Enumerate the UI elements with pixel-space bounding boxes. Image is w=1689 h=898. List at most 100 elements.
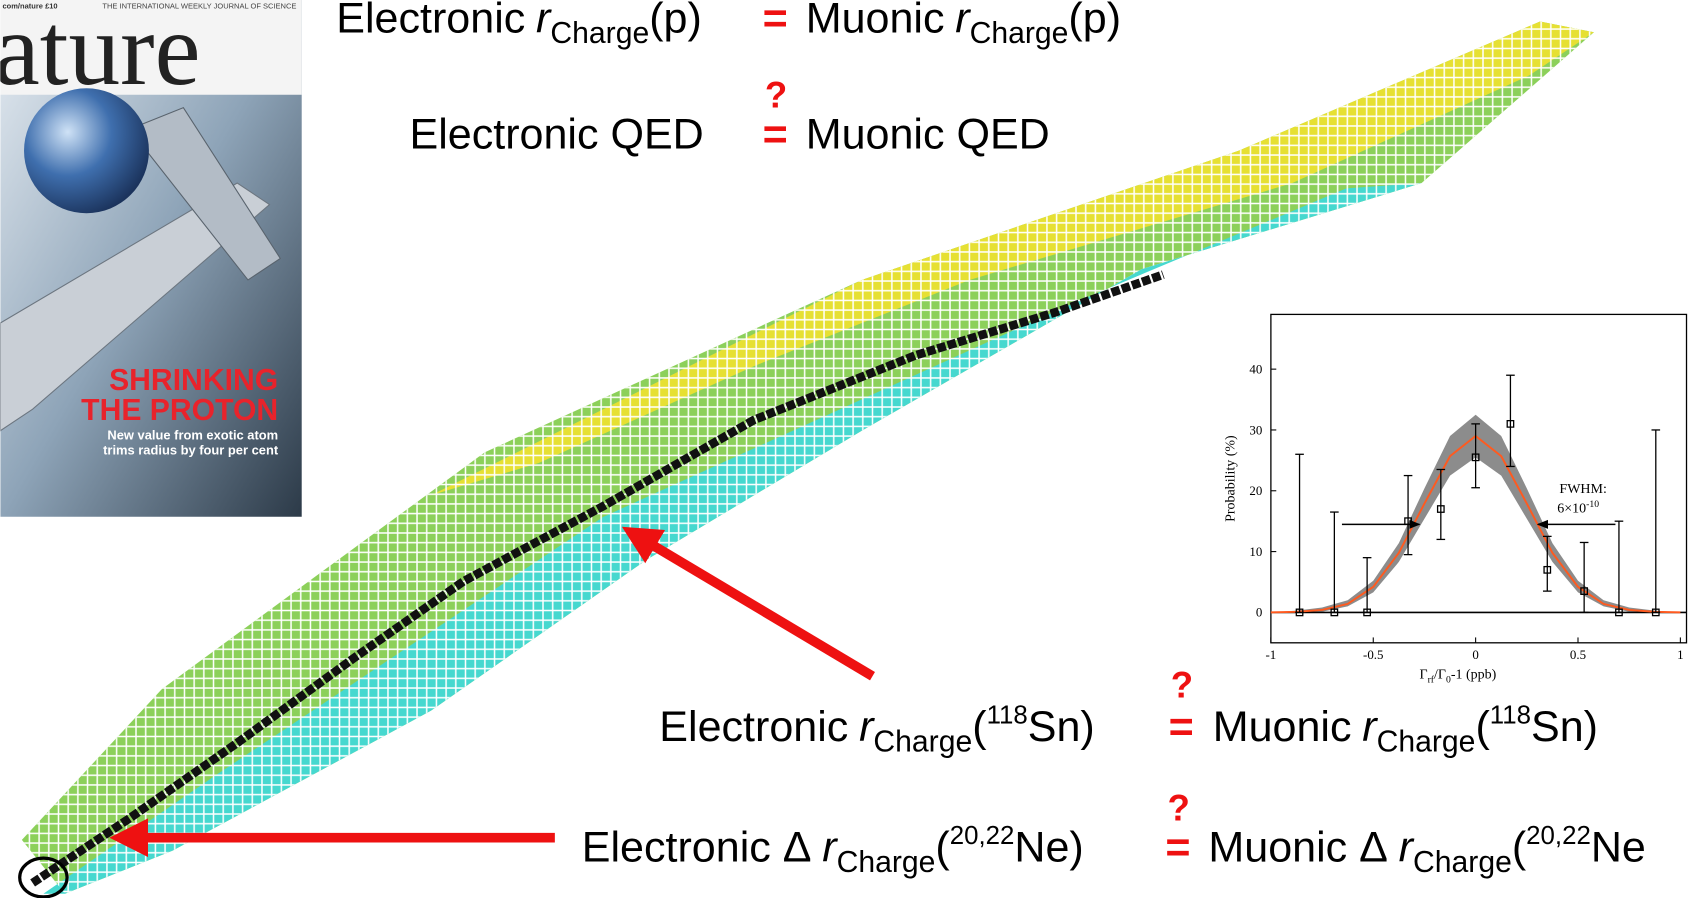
red-arrow: [621, 526, 875, 681]
equation-word: Electronic Δ: [582, 823, 812, 871]
equation-word: (p): [1068, 0, 1121, 42]
stability-line: [30, 270, 1165, 887]
equation-symbol: Charge: [970, 17, 1069, 50]
sphere: [24, 88, 149, 214]
equals-sign: =: [1165, 823, 1190, 871]
equals-sign: =: [763, 111, 788, 159]
cover-masthead: ature: [0, 0, 200, 107]
equation-word: Electronic QED: [409, 111, 703, 159]
cover-tagline: THE INTERNATIONAL WEEKLY JOURNAL OF SCIE…: [102, 2, 296, 11]
cover-subhead: trims radius by four per cent: [103, 442, 279, 457]
equation-word: Ne: [1591, 823, 1646, 871]
data-point: [1615, 608, 1623, 617]
annotation: 6×10-10: [1557, 499, 1599, 516]
equation-word: Sn): [1531, 703, 1598, 751]
y-axis-label: Probability (%): [1223, 435, 1238, 522]
equation-text: Electronic rCharge(p): [336, 0, 702, 50]
annotation-exponent: -10: [1586, 499, 1599, 510]
equation-symbol: Charge: [550, 17, 649, 50]
data-point: [1363, 608, 1371, 617]
equation-text: Electronic rCharge(118Sn): [659, 702, 1094, 759]
equation-symbol: Charge: [1413, 846, 1512, 879]
y-tick-label: 20: [1249, 483, 1262, 498]
cover-price: com/nature £10: [2, 2, 57, 11]
equation-word: Sn): [1028, 703, 1095, 751]
equation-word: Muonic: [1213, 703, 1352, 751]
data-point: [1543, 565, 1552, 574]
x-tick-label: -0.5: [1363, 647, 1383, 662]
nuclide-tiles: [21, 21, 1594, 894]
equations: Electronic rCharge(p) Muonic rCharge(p)=Ele…: [336, 0, 1646, 879]
equation-word: Electronic: [336, 0, 525, 42]
y-tick-label: 0: [1256, 605, 1262, 620]
x-tick-label: 0.5: [1570, 647, 1586, 662]
equation-symbol: 20,22: [950, 822, 1015, 850]
equation-symbol: r: [1362, 703, 1378, 751]
question-mark: ?: [765, 75, 787, 116]
nuclide-chart: [18, 21, 1594, 898]
data-point: [1295, 608, 1304, 617]
equation-symbol: 20,22: [1526, 822, 1591, 850]
equation-symbol: Charge: [873, 726, 972, 759]
equals-sign: =: [1169, 703, 1194, 751]
plot-frame: [1270, 313, 1688, 644]
data-point: [1471, 453, 1480, 462]
equation-symbol: r: [859, 703, 875, 751]
equation-symbol: r: [536, 0, 552, 42]
x-axis-label-part: Γ: [1419, 667, 1427, 682]
equation-word: (: [1475, 703, 1490, 751]
annotation-part: 6×10: [1557, 502, 1586, 517]
data-point: [1580, 587, 1589, 595]
equation-word: (: [972, 703, 987, 751]
y-tick-label: 10: [1249, 544, 1262, 559]
x-axis-label: Γrf/Γ0-1 (ppb): [1419, 667, 1496, 685]
equation-text: Muonic rCharge(118Sn): [1213, 702, 1598, 759]
equation-word: Ne): [1014, 823, 1083, 871]
equation-word: (p): [649, 0, 702, 42]
inset-chart: 0 10 20 30 40 -1 -0.5 0 0.5 1 FWHM: 6×10-10 Probabil…: [1223, 313, 1688, 686]
equation-word: Muonic: [806, 0, 945, 42]
caliper-jaw: [128, 107, 282, 281]
equation-word: Muonic QED: [806, 111, 1050, 159]
equation-symbol: 118: [987, 702, 1028, 730]
equation-symbol: 118: [1490, 702, 1531, 730]
cover-subhead: New value from exotic atom: [107, 427, 278, 442]
circle-marker: [18, 856, 69, 898]
y-tick-label: 30: [1249, 422, 1262, 437]
equation-text: Muonic QED: [806, 111, 1050, 159]
equation-symbol: r: [822, 823, 838, 871]
x-tick-label: -1: [1266, 647, 1277, 662]
magazine-cover: com/nature £10 THE INTERNATIONAL WEEKLY …: [0, 0, 302, 517]
x-axis-label-part: -1 (ppb): [1451, 667, 1497, 682]
equation-symbol: Charge: [1377, 726, 1476, 759]
data-point: [1330, 608, 1339, 617]
equation-symbol: r: [1399, 823, 1415, 871]
masthead-band: [0, 0, 302, 95]
data-point: [1651, 608, 1660, 617]
question-mark: ?: [1171, 665, 1193, 706]
x-tick-label: 0: [1472, 647, 1478, 662]
equation-text: Electronic QED: [409, 111, 703, 159]
cover-headline: THE PROTON: [81, 394, 278, 427]
x-tick-label: 1: [1677, 647, 1683, 662]
x-axis-label-part: rf: [1428, 675, 1435, 686]
annotation: FWHM:: [1559, 482, 1606, 497]
cover-headline: SHRINKING: [109, 364, 278, 397]
question-mark: ?: [1168, 787, 1190, 828]
equation-text: Muonic rCharge(p): [806, 0, 1121, 50]
equation-word: (: [935, 823, 950, 871]
equation-symbol: Charge: [837, 846, 936, 879]
equation-word: Muonic Δ: [1208, 823, 1387, 871]
data-point: [1436, 505, 1445, 513]
equals-sign: =: [763, 0, 788, 42]
equation-symbol: r: [955, 0, 971, 42]
x-axis-label-part: /Γ: [1434, 667, 1446, 682]
equation-word: (: [1512, 823, 1527, 871]
data-point: [1506, 419, 1515, 428]
x-axis-label-part: 0: [1446, 675, 1451, 686]
equation-word: Electronic: [659, 703, 848, 751]
y-tick-label: 40: [1249, 361, 1262, 376]
